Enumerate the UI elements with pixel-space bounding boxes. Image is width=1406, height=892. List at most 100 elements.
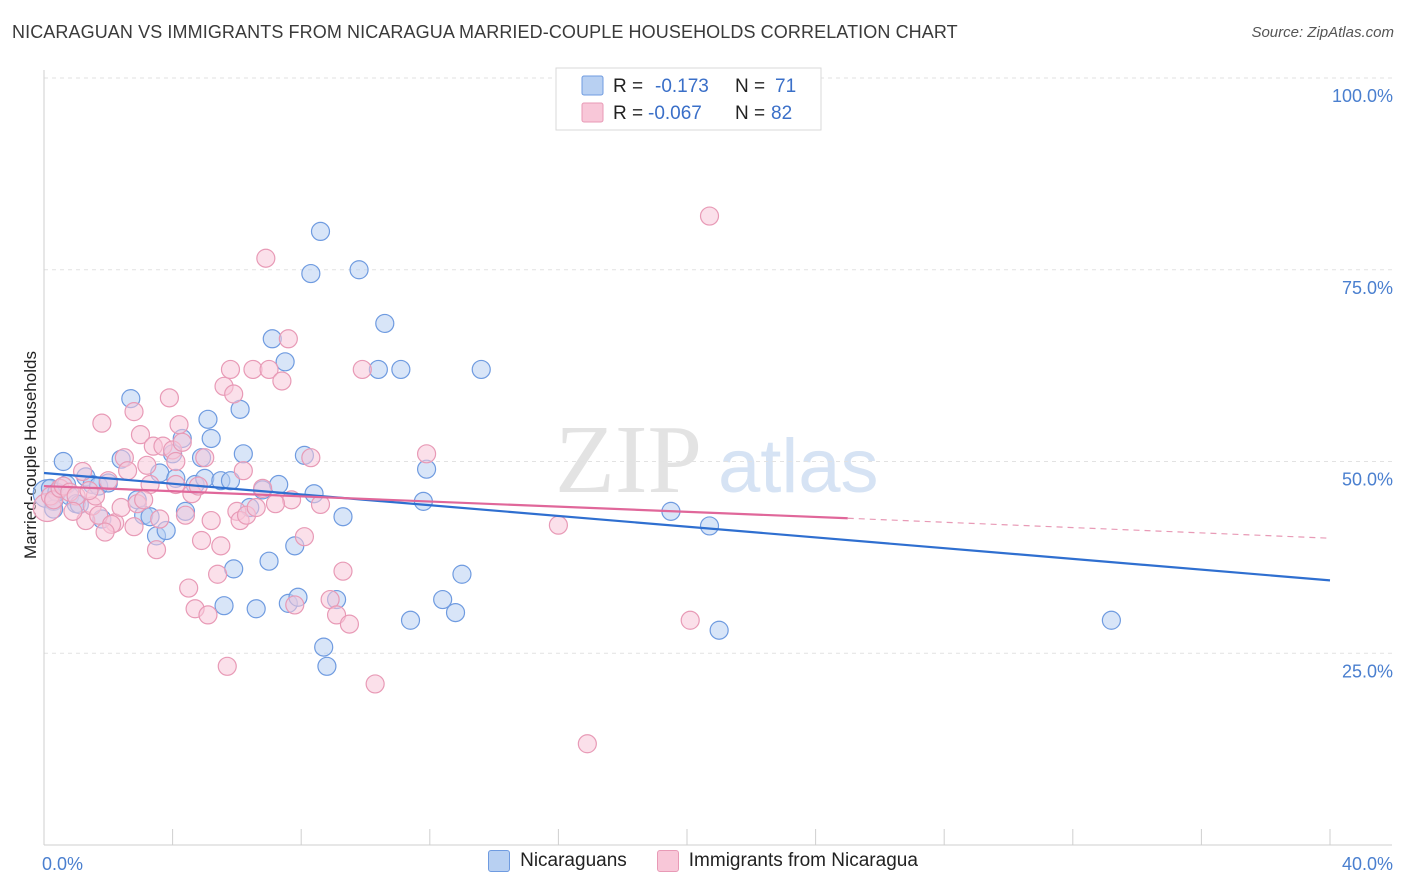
- nicaraguans-point: [471, 359, 491, 380]
- immigrants-point: [548, 515, 569, 535]
- immigrants-point: [92, 413, 112, 433]
- x-tick-label: 40.0%: [1342, 854, 1393, 874]
- legend-n-value: 71: [775, 76, 796, 97]
- immigrants-point: [130, 425, 151, 445]
- immigrants-point: [198, 605, 218, 625]
- immigrants-point: [259, 359, 279, 380]
- nicaraguans-point: [391, 359, 411, 380]
- y-tick-label: 25.0%: [1342, 661, 1393, 681]
- immigrants-point: [220, 359, 241, 380]
- immigrants-point: [169, 415, 189, 435]
- immigrants-point: [111, 497, 131, 518]
- watermark-zip: ZIP: [555, 406, 702, 514]
- nicaraguans-point: [445, 602, 466, 623]
- immigrants-point: [416, 444, 437, 464]
- nicaraguans-point: [310, 221, 331, 241]
- nicaraguans-point: [269, 474, 289, 495]
- legend-swatch-immigrants: [581, 102, 604, 123]
- legend-n-label: N =: [735, 103, 765, 124]
- legend-r-value: -0.173: [655, 76, 709, 97]
- nicaraguans-point: [275, 352, 295, 372]
- nicaraguans-point: [349, 260, 369, 280]
- legend-swatch-nicaraguans: [581, 75, 604, 96]
- chart-title: NICARAGUAN VS IMMIGRANTS FROM NICARAGUA …: [12, 22, 958, 42]
- legend-label: Immigrants from Nicaragua: [688, 850, 918, 871]
- immigrants-point: [265, 494, 286, 514]
- nicaraguans-point: [333, 507, 353, 527]
- immigrants-point: [352, 359, 372, 380]
- immigrants-point: [79, 481, 99, 501]
- legend-swatch-icon: [488, 850, 511, 872]
- nicaraguans-point: [400, 610, 421, 630]
- immigrants-point: [233, 461, 253, 481]
- nicaraguans-point: [1101, 610, 1121, 630]
- immigrants-point: [124, 517, 144, 537]
- immigrants-point: [150, 509, 170, 529]
- immigrants-point: [134, 490, 154, 510]
- immigrants-point: [699, 206, 720, 226]
- immigrants-point: [137, 455, 157, 475]
- nicaraguans-point: [259, 551, 279, 571]
- immigrants-point: [577, 734, 597, 754]
- immigrants-point: [246, 497, 266, 518]
- legend-item-immigrants[interactable]: Immigrants from Nicaragua: [656, 850, 918, 872]
- legend-box: R = -0.173 N = 71 R = -0.067 N = 82: [555, 67, 822, 131]
- legend-r-label: R =: [613, 103, 643, 124]
- x-ticks: [172, 829, 1331, 845]
- y-tick-labels: 100.0% 75.0% 50.0% 25.0%: [1332, 86, 1393, 681]
- immigrants-point: [95, 522, 115, 542]
- immigrants-point: [680, 610, 700, 630]
- immigrants-point: [272, 371, 292, 391]
- nicaraguans-point: [709, 620, 729, 640]
- nicaraguans-point: [246, 599, 266, 619]
- nicaraguans-point: [433, 589, 453, 610]
- nicaraguans-point: [198, 409, 218, 429]
- immigrants-point: [253, 478, 273, 498]
- nicaraguans-point: [317, 656, 337, 676]
- immigrants-point: [339, 614, 360, 634]
- nicaraguans-point: [375, 313, 395, 334]
- immigrants-point: [124, 402, 144, 422]
- immigrants-point: [175, 505, 196, 525]
- immigrants-point: [166, 451, 186, 472]
- legend-r-label: R =: [613, 76, 643, 97]
- immigrants-point: [63, 501, 83, 521]
- immigrants-point: [172, 432, 192, 452]
- immigrants-point: [191, 530, 212, 551]
- trend-lines: [43, 471, 1331, 582]
- nicaraguans-point: [368, 359, 388, 380]
- legend-swatch-icon: [656, 850, 679, 872]
- nicaraguans-point: [262, 329, 282, 349]
- legend-label: Nicaraguans: [520, 850, 627, 871]
- immigrants-point: [285, 595, 305, 615]
- nicaraguans-point: [452, 564, 472, 584]
- source-credit: Source: ZipAtlas.com: [1251, 24, 1394, 41]
- legend-r-value: -0.067: [648, 103, 702, 124]
- nicaraguans-point: [214, 596, 234, 616]
- immigrants-trend-extension: [847, 517, 1331, 539]
- x-tick-labels: 0.0% 40.0%: [42, 854, 1393, 874]
- immigrants-point: [294, 527, 315, 547]
- y-tick-label: 100.0%: [1332, 86, 1393, 106]
- legend-n-label: N =: [735, 76, 765, 97]
- immigrants-point: [179, 578, 199, 598]
- nicaraguans-point: [314, 637, 334, 657]
- immigrants-trend-line: [43, 484, 848, 520]
- immigrants-point: [211, 536, 231, 556]
- immigrants-point: [195, 448, 215, 468]
- nicaraguans-point: [233, 444, 253, 464]
- nicaraguans-point: [301, 263, 321, 284]
- immigrants-point: [208, 564, 228, 584]
- immigrants-point: [201, 510, 221, 531]
- watermark: ZIP atlas: [555, 406, 879, 514]
- nicaraguans-point: [201, 428, 221, 449]
- legend-item-nicaraguans[interactable]: Nicaraguans: [488, 850, 627, 872]
- bottom-legend: Nicaraguans Immigrants from Nicaragua: [0, 850, 1406, 872]
- immigrants-point: [301, 448, 321, 468]
- immigrants-point: [217, 656, 237, 676]
- legend-n-value: 82: [771, 103, 792, 124]
- y-tick-label: 75.0%: [1342, 278, 1393, 298]
- immigrants-point: [365, 674, 385, 694]
- immigrants-point: [224, 384, 244, 404]
